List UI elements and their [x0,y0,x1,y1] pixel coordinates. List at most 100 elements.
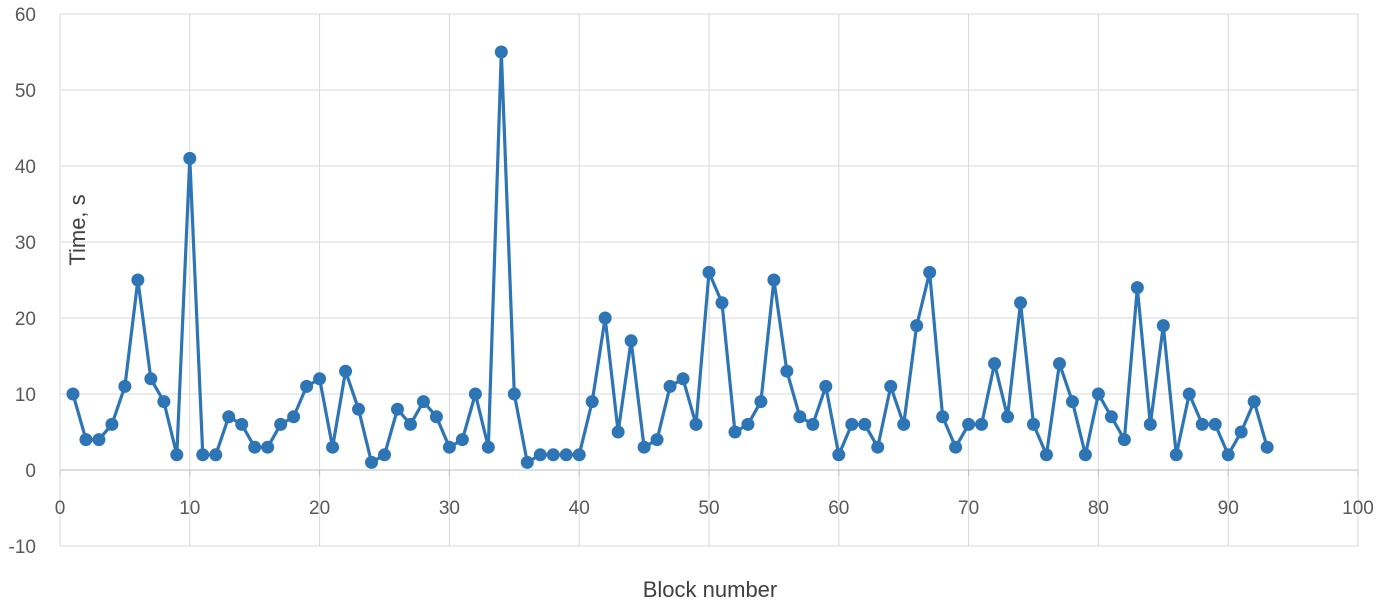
data-point [1260,440,1274,454]
data-point [352,402,366,416]
data-point [287,410,301,424]
data-point [858,417,872,431]
x-axis-title: Block number [643,577,778,602]
data-point [326,440,340,454]
data-point [871,440,885,454]
data-point [131,273,145,287]
data-point [806,417,820,431]
data-point [1027,417,1040,431]
data-point [118,379,132,393]
x-tick-label: 0 [55,498,66,519]
axes [59,469,1359,476]
data-point [378,448,391,462]
x-tick-label: 90 [1218,498,1239,519]
data-point [559,448,573,462]
data-point [936,410,950,424]
data-point [637,440,651,454]
data-point [429,410,443,424]
data-point [780,364,794,378]
x-tick-label: 70 [958,498,979,519]
x-tick-label: 20 [309,498,330,519]
data-point [819,379,833,393]
data-point [300,379,314,393]
data-point [923,265,937,279]
data-point [92,433,106,447]
data-point [313,372,327,386]
data-point [261,440,275,454]
data-point [1221,448,1235,462]
y-tick-label: 30 [15,233,36,254]
data-point [339,364,353,378]
data-point [897,417,911,431]
data-point [676,372,690,386]
data-point [1117,433,1131,447]
data-point [728,425,742,439]
y-tick-label: 20 [15,309,36,330]
data-point [598,311,612,325]
data-point [468,387,482,401]
data-point [962,417,976,431]
y-tick-label: 60 [15,5,36,26]
data-point [845,417,859,431]
data-point [1091,387,1105,401]
data-point [1208,417,1222,431]
data-point [1039,448,1053,462]
data-point [196,448,210,462]
data-point [442,440,456,454]
data-point [494,45,508,59]
y-tick-label: 0 [25,461,36,482]
data-point [611,425,625,439]
data-point [390,402,404,416]
data-point [1182,387,1196,401]
data-point [403,417,417,431]
data-point [1001,410,1015,424]
data-point [741,417,755,431]
x-tick-label: 40 [569,498,590,519]
data-point [144,372,158,386]
y-axis-title: Time, s [65,194,90,265]
data-point [1052,357,1066,371]
data-point [1169,448,1183,462]
data-point [754,395,768,409]
x-tick-labels: 0 10 20 30 40 50 60 70 80 90 100 [55,498,1374,519]
data-point [1234,425,1248,439]
y-tick-label: 10 [15,385,36,406]
data-point [988,357,1002,371]
x-tick-label: 10 [179,498,200,519]
data-point [702,265,716,279]
data-point [507,387,521,401]
data-point [650,433,664,447]
x-tick-label: 100 [1342,498,1374,519]
data-point [1014,296,1028,310]
data-point [715,296,729,310]
data-point [585,395,599,409]
data-point [481,440,495,454]
x-tick-label: 50 [698,498,719,519]
data-point [1247,395,1261,409]
data-point [767,273,781,287]
data-point [624,334,638,348]
data-point [1130,281,1144,295]
data-point [663,379,677,393]
data-point [274,417,288,431]
data-point [455,433,469,447]
y-tick-label: 50 [15,81,36,102]
data-point [793,410,807,424]
x-tick-label: 80 [1088,498,1109,519]
data-point [79,433,93,447]
data-point [533,448,547,462]
data-point [910,319,924,333]
data-point [157,395,171,409]
data-point [689,417,703,431]
data-point [209,448,223,462]
data-point [66,387,80,401]
data-point [183,151,197,165]
data-point [1143,417,1157,431]
data-point [572,448,586,462]
y-tick-label: -10 [9,537,36,558]
data-point [949,440,963,454]
y-tick-label: 40 [15,157,36,178]
data-point [520,455,534,469]
data-point [546,448,560,462]
